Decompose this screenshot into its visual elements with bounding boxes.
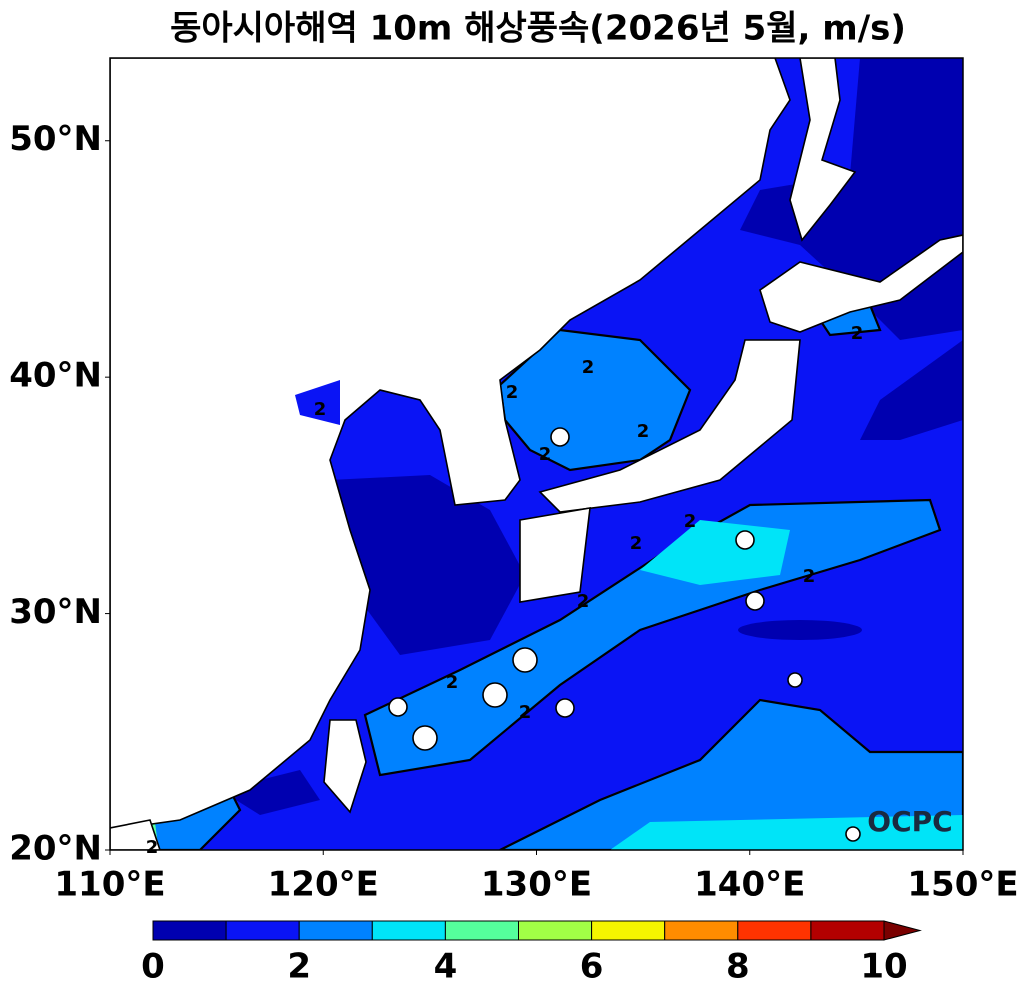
wind-region [860, 340, 963, 440]
colorbar-tick-label: 2 [287, 947, 311, 987]
colorbar-segment [810, 920, 885, 941]
x-tick-label: 130°E [481, 865, 592, 905]
contour-label: 2 [519, 702, 532, 723]
colorbar-segment [737, 920, 812, 941]
contour-labels: 2 2 2 2 2 2 2 2 2 2 2 2 2 [146, 323, 864, 858]
island [550, 427, 570, 447]
island [512, 647, 538, 673]
watermark: OCPC [867, 805, 952, 838]
wind-region [610, 815, 963, 850]
y-tick-label: 30°N [9, 592, 102, 632]
colorbar-segment [225, 920, 300, 941]
colorbar-extend [883, 920, 922, 941]
x-tick-label: 150°E [907, 865, 1018, 905]
contour-label: 2 [637, 421, 650, 442]
wind-region [738, 620, 862, 640]
x-tick-label: 140°E [694, 865, 805, 905]
island [735, 530, 755, 550]
colorbar-tick-label: 10 [860, 947, 907, 987]
x-tick-label: 110°E [54, 865, 165, 905]
wind-region [330, 475, 525, 655]
colorbar-tick-label: 8 [726, 947, 750, 987]
colorbar-segment [152, 920, 227, 941]
colorbar-segment [664, 920, 739, 941]
map-area [110, 58, 963, 850]
land [538, 339, 801, 513]
y-tick-label: 40°N [9, 356, 102, 396]
contour-label: 2 [539, 444, 552, 465]
island [482, 682, 508, 708]
y-tick-label: 50°N [9, 119, 102, 159]
title: 동아시아해역 10m 해상풍속(2026년 5월, m/s) [170, 9, 906, 49]
contour-label: 2 [506, 382, 519, 403]
contour-label: 2 [577, 591, 590, 612]
x-tick-label: 120°E [268, 865, 379, 905]
land [110, 819, 161, 850]
colorbar-segment [298, 920, 373, 941]
island [388, 697, 408, 717]
contour-label: 2 [146, 837, 159, 858]
colorbar-segment [591, 920, 666, 941]
colorbar-tick-label: 0 [141, 947, 165, 987]
contour-label: 2 [630, 533, 643, 554]
colorbar-segment [444, 920, 519, 941]
y-tick-label: 20°N [9, 829, 102, 869]
contour-label: 2 [582, 357, 595, 378]
land [519, 507, 591, 603]
land [110, 58, 791, 831]
contour-label: 2 [314, 399, 327, 420]
wind-region [499, 698, 963, 850]
land [323, 719, 367, 814]
contour-label: 2 [851, 323, 864, 344]
island [845, 826, 861, 842]
wind-region [220, 770, 320, 815]
island [787, 672, 803, 688]
island [412, 725, 438, 751]
wind-region [498, 328, 692, 472]
land [789, 58, 857, 242]
colorbar-segment [371, 920, 446, 941]
land [759, 234, 963, 333]
island [555, 698, 575, 718]
island [745, 591, 765, 611]
wind-region [363, 498, 942, 777]
colorbar-tick-label: 4 [434, 947, 458, 987]
colorbar-tick-label: 6 [580, 947, 604, 987]
wind-region [295, 380, 340, 425]
contour-label: 2 [684, 511, 697, 532]
contour-label: 2 [803, 566, 816, 587]
contour-label: 2 [446, 672, 459, 693]
colorbar-segment [518, 920, 593, 941]
